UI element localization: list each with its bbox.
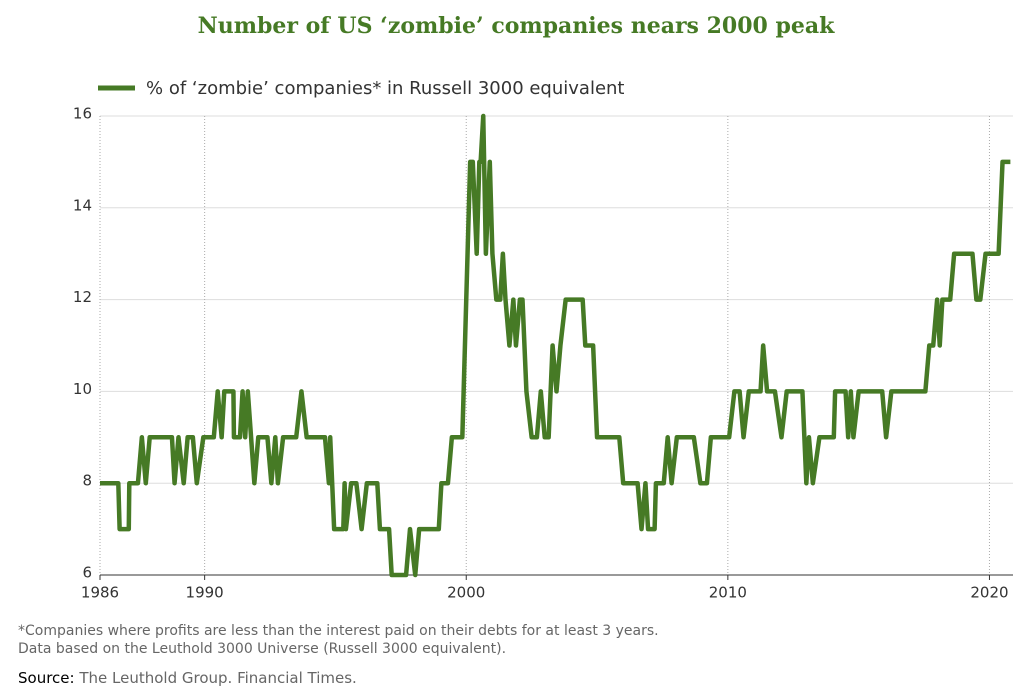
y-tick-label: 14 bbox=[73, 196, 92, 214]
legend-label: % of ‘zombie’ companies* in Russell 3000… bbox=[146, 78, 625, 99]
y-tick-label: 10 bbox=[73, 380, 92, 398]
footnote: Data based on the Leuthold 3000 Universe… bbox=[18, 641, 506, 657]
chart-title: Number of US ‘zombie’ companies nears 20… bbox=[198, 13, 835, 39]
source-label: Source: bbox=[18, 669, 75, 687]
y-tick-label: 8 bbox=[82, 472, 92, 490]
data-line bbox=[100, 113, 1011, 578]
x-tick-label: 2020 bbox=[970, 584, 1008, 602]
footnote: *Companies where profits are less than t… bbox=[18, 623, 659, 639]
y-tick-label: 16 bbox=[73, 105, 92, 123]
y-tick-label: 6 bbox=[82, 564, 92, 582]
source-text: The Leuthold Group. Financial Times. bbox=[78, 669, 356, 687]
y-tick-label: 12 bbox=[73, 288, 92, 306]
x-tick-label: 2000 bbox=[447, 584, 485, 602]
x-tick-label: 1990 bbox=[186, 584, 224, 602]
x-tick-label: 2010 bbox=[709, 584, 747, 602]
source: Source: The Leuthold Group. Financial Ti… bbox=[18, 669, 357, 687]
x-tick-label: 1986 bbox=[81, 584, 119, 602]
